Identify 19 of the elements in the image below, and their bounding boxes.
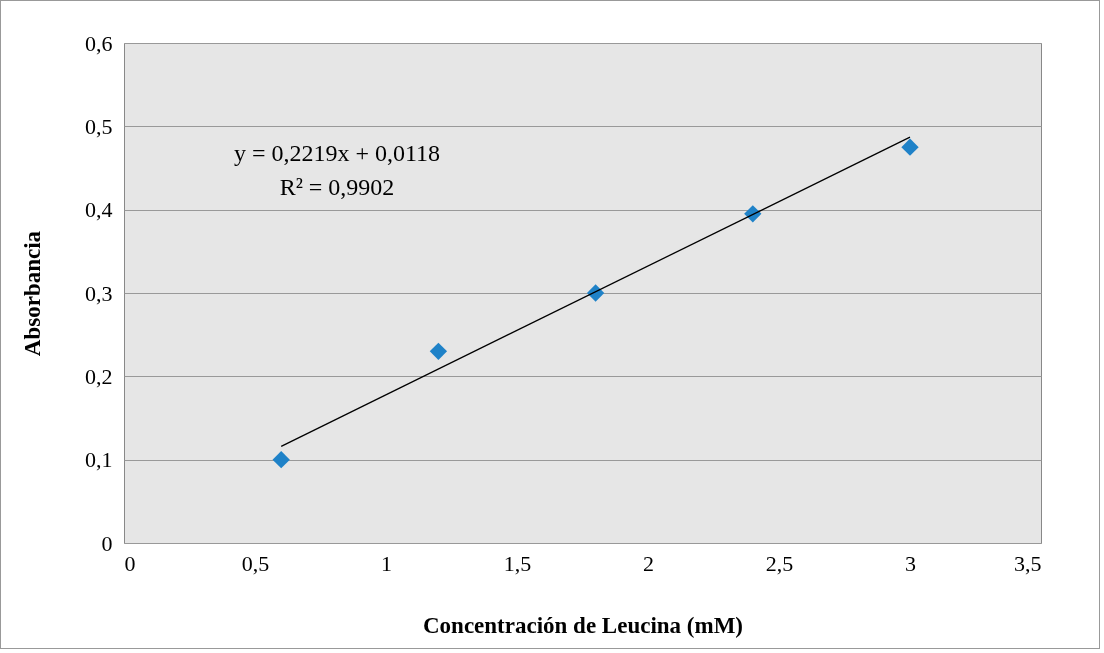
x-tick-label: 3,5 (1014, 550, 1042, 576)
x-tick-label: 0 (124, 550, 136, 576)
annotation: R² = 0,9902 (279, 174, 395, 200)
x-tick-label: 0,5 (241, 550, 270, 576)
y-tick-label: 0,5 (85, 113, 113, 139)
x-axis-title: Concentración de Leucina (mM) (422, 612, 744, 638)
y-tick-label: 0 (101, 530, 113, 556)
x-tick-label: 1,5 (503, 550, 532, 576)
y-tick-label: 0,2 (85, 363, 113, 389)
y-tick-label: 0,4 (85, 197, 113, 223)
annotation: y = 0,2219x + 0,0118 (233, 140, 441, 166)
x-tick-label: 1 (381, 550, 392, 576)
x-tick-label: 2 (643, 550, 654, 576)
y-tick-label: 0,3 (85, 280, 113, 306)
x-tick-label: 3 (905, 550, 916, 576)
y-tick-label: 0,6 (85, 30, 113, 56)
y-tick-label: 0,1 (85, 447, 113, 473)
x-tick-label: 2,5 (765, 550, 794, 576)
y-axis-title: Absorbancia (20, 230, 45, 357)
